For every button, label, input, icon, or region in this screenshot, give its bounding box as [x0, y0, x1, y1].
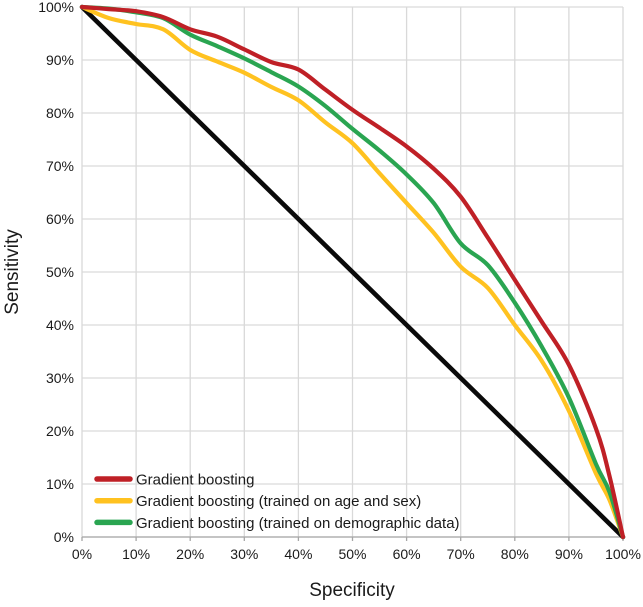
curve-gradient-boosting	[79, 4, 626, 540]
axes	[81, 536, 624, 541]
x-tick-label: 10%	[122, 546, 150, 562]
y-tick-label: 20%	[46, 423, 74, 439]
x-tick-label: 100%	[605, 546, 641, 562]
x-tick-label: 80%	[501, 546, 529, 562]
y-tick-label: 0%	[54, 529, 74, 545]
x-tick-label: 50%	[338, 546, 366, 562]
curve-gradient-boosting-demographic	[79, 4, 626, 540]
y-tick-label: 100%	[38, 0, 74, 15]
y-axis-title: Sensitivity	[2, 229, 23, 315]
x-tick-label: 20%	[176, 546, 204, 562]
legend-label-gradient-boosting-age-sex: Gradient boosting (trained on age and se…	[136, 493, 421, 510]
legend-label-gradient-boosting: Gradient boosting	[136, 472, 254, 489]
x-tick-label: 90%	[555, 546, 583, 562]
roc-curves	[79, 4, 626, 540]
x-axis-title: Specificity	[309, 580, 395, 601]
x-tick-label: 40%	[284, 546, 312, 562]
legend-item-gradient-boosting: Gradient boosting	[94, 472, 254, 489]
y-tick-label: 70%	[46, 158, 74, 174]
y-tick-label: 60%	[46, 211, 74, 227]
y-tick-label: 30%	[46, 370, 74, 386]
legend-label-gradient-boosting-demographic: Gradient boosting (trained on demographi…	[136, 515, 460, 532]
y-tick-label: 90%	[46, 52, 74, 68]
curve-gradient-boosting-age-sex	[79, 4, 626, 540]
tick-labels: 0% 10% 20% 30% 40% 50% 60% 70% 80% 90% 100% 0% 10% 20…	[38, 0, 641, 562]
x-tick-label: 0%	[72, 546, 92, 562]
y-tick-label: 50%	[46, 264, 74, 280]
y-tick-label: 80%	[46, 105, 74, 121]
legend-item-gradient-boosting-demographic: Gradient boosting (trained on demographi…	[94, 515, 460, 532]
x-tick-label: 60%	[393, 546, 421, 562]
x-tick-label: 70%	[447, 546, 475, 562]
y-tick-label: 10%	[46, 476, 74, 492]
y-tick-label: 40%	[46, 317, 74, 333]
reference-diagonal	[79, 4, 626, 540]
gridlines	[81, 6, 624, 538]
x-tick-label: 30%	[230, 546, 258, 562]
legend: Gradient boosting Gradient boosting (trai…	[94, 472, 460, 532]
legend-item-gradient-boosting-age-sex: Gradient boosting (trained on age and se…	[94, 493, 421, 510]
